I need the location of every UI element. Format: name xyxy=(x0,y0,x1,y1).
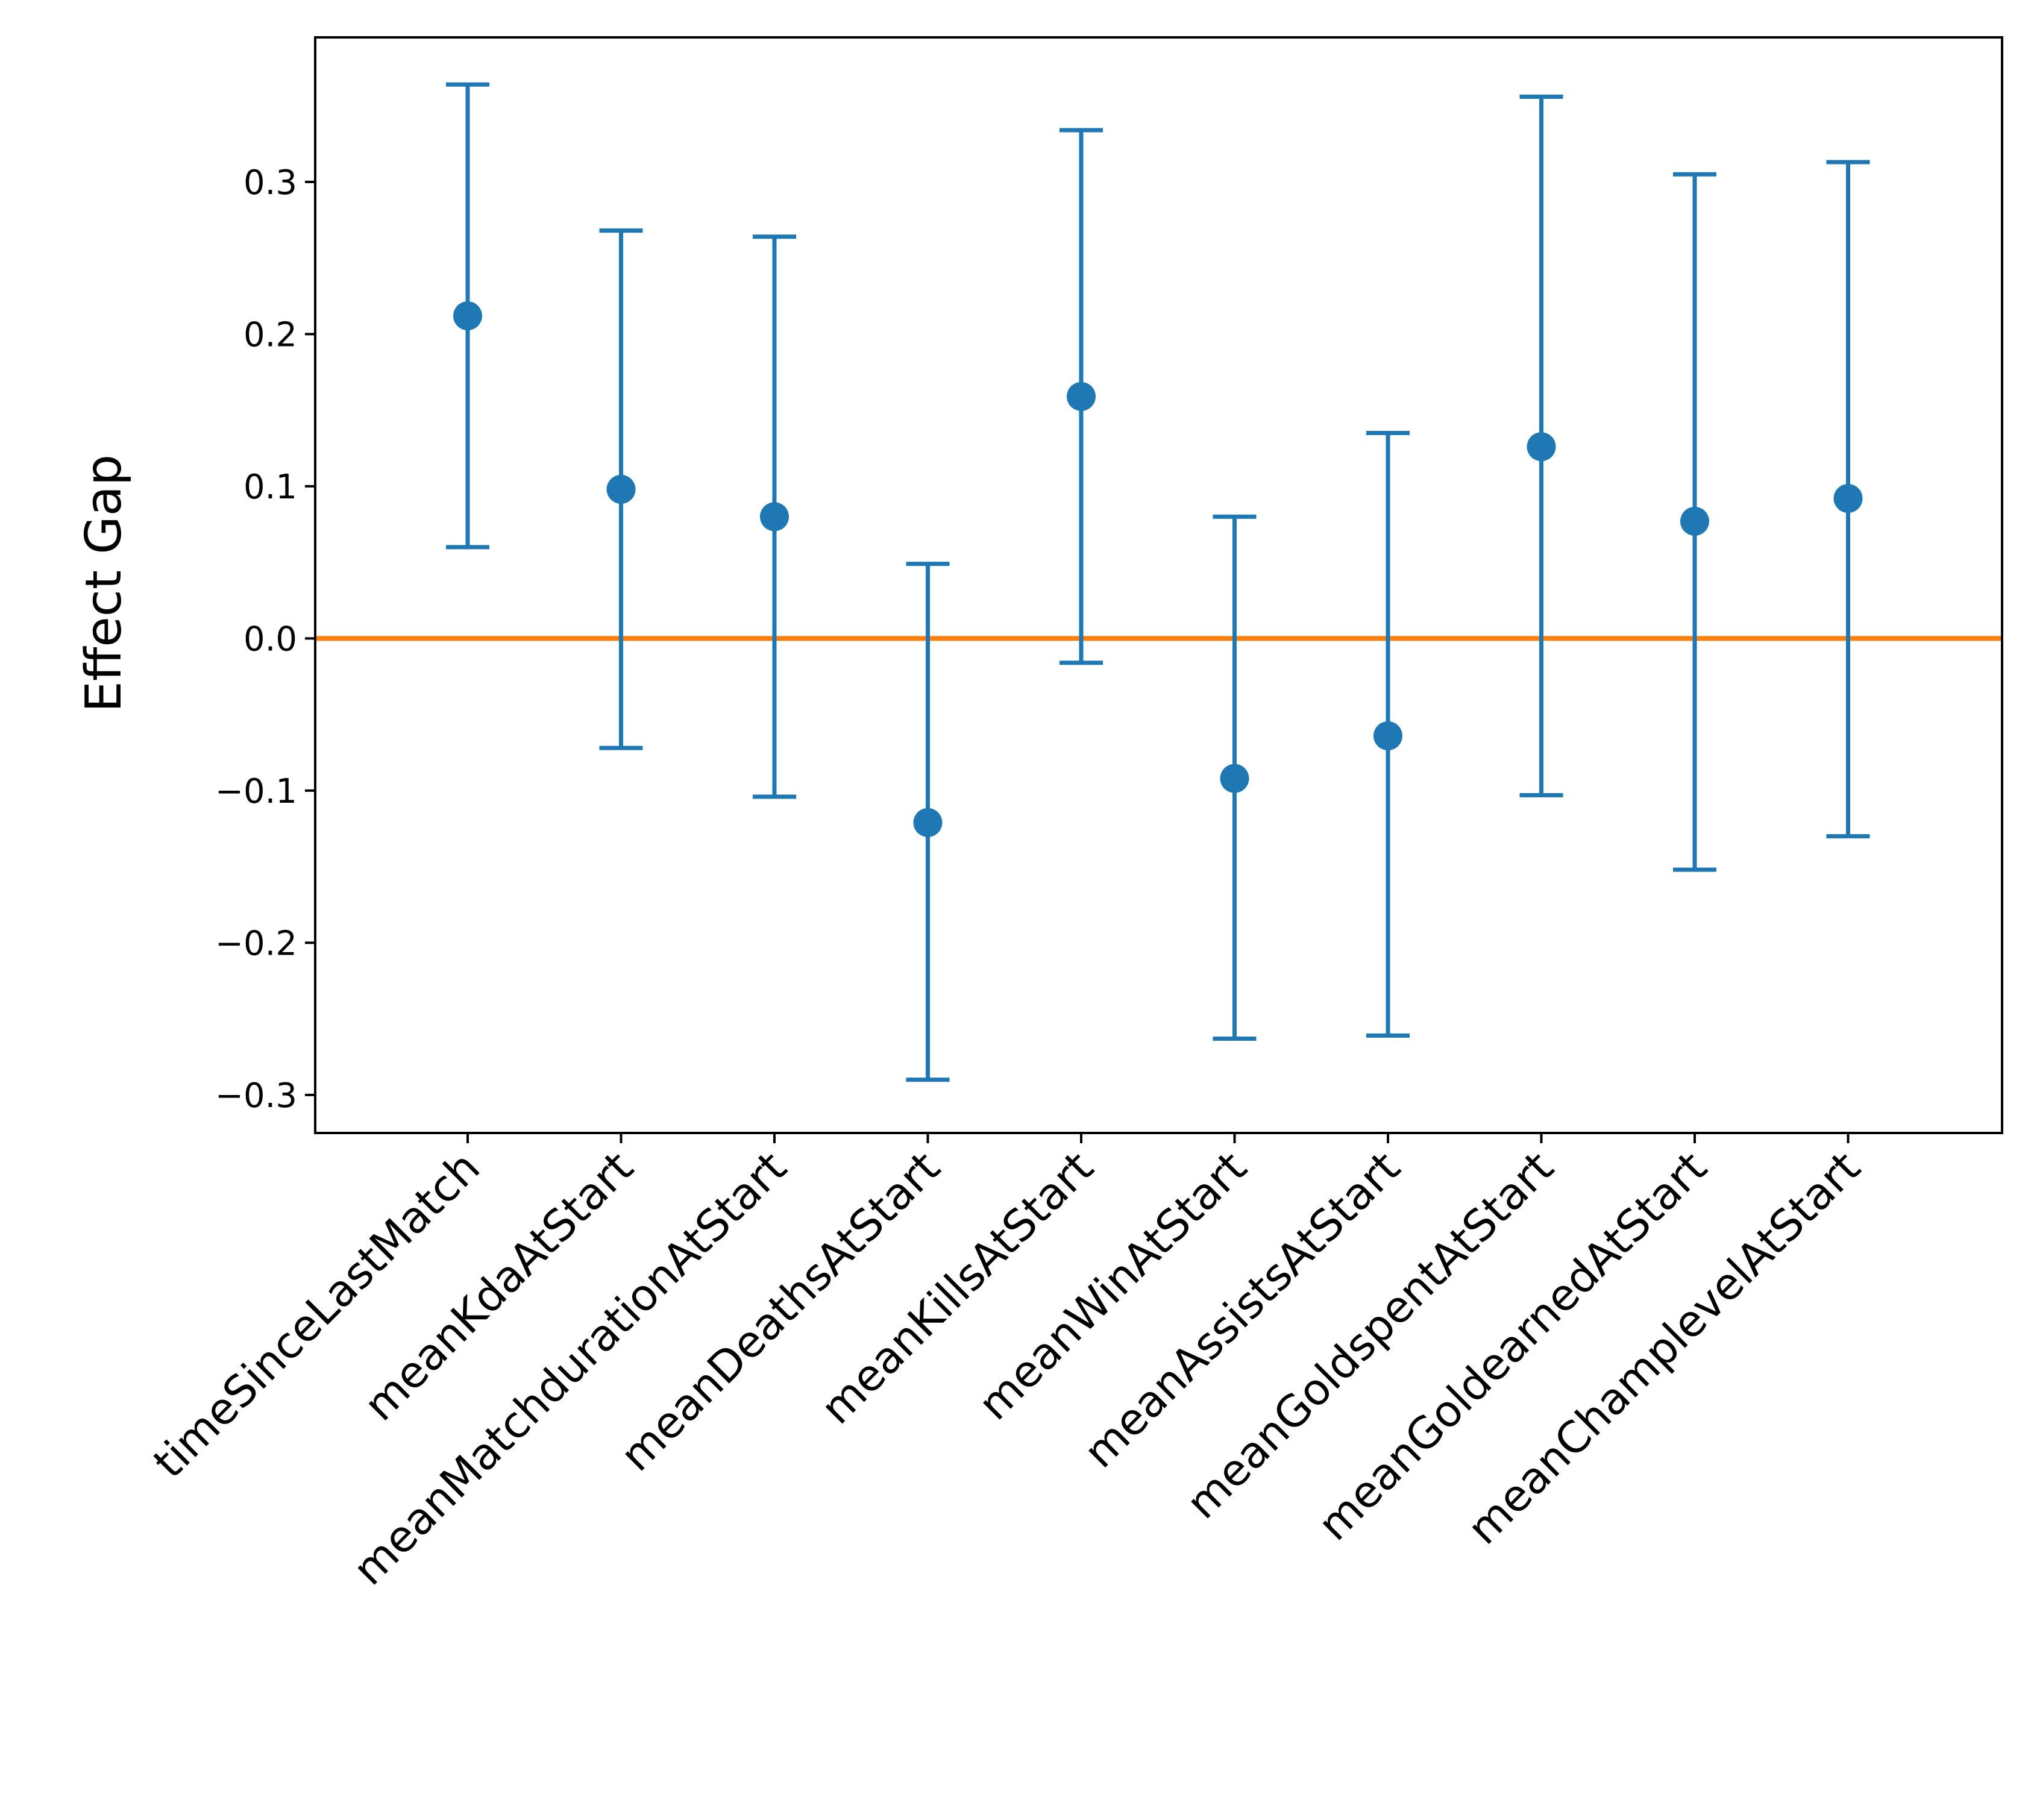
y-tick-label: −0.3 xyxy=(215,1076,297,1116)
x-tick-label: meanWinAtStart xyxy=(968,1142,1257,1430)
y-tick-label: 0.2 xyxy=(243,315,297,354)
data-point xyxy=(1527,432,1556,462)
y-tick-label: 0.1 xyxy=(243,468,297,507)
y-axis-title: Effect Gap xyxy=(75,454,133,712)
data-point xyxy=(453,301,482,331)
axes: −0.3−0.2−0.10.00.10.20.3timeSinceLastMat… xyxy=(143,36,2003,1595)
data-point xyxy=(1833,484,1863,513)
data-point xyxy=(913,808,943,837)
x-tick-label: meanKillsAtStart xyxy=(811,1142,1103,1434)
data-point xyxy=(606,474,636,504)
y-tick-label: 0.0 xyxy=(243,620,297,659)
y-tick-label: −0.1 xyxy=(215,772,297,811)
data-point xyxy=(1067,381,1096,411)
data-point xyxy=(1220,764,1249,793)
data-point xyxy=(760,502,789,532)
plot-frame xyxy=(314,36,2003,1134)
x-tick-label: meanKdaAtStart xyxy=(354,1142,643,1431)
y-tick-label: −0.2 xyxy=(215,924,297,963)
y-tick-label: 0.3 xyxy=(243,163,297,202)
data-point xyxy=(1680,506,1709,536)
data-point xyxy=(1373,721,1402,750)
plot-area xyxy=(315,82,2002,1082)
